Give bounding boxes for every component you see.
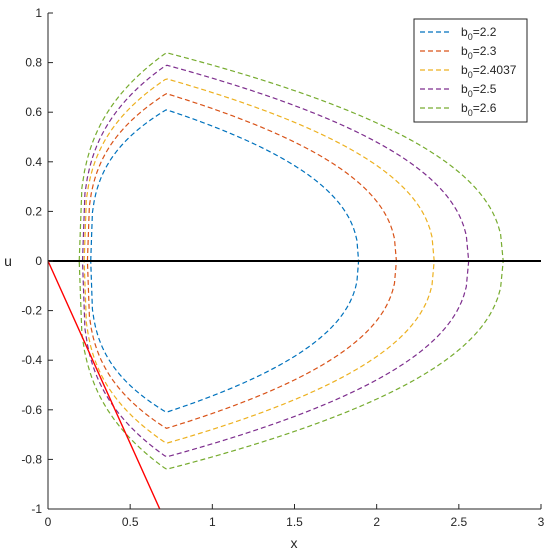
- x-tick-label: 0: [45, 515, 52, 529]
- y-tick-label: 0: [35, 254, 42, 268]
- x-tick-label: 2.5: [450, 515, 467, 529]
- legend-label: b0=2.2: [461, 25, 497, 42]
- y-tick-label: 1: [35, 6, 42, 20]
- x-axis-label: x: [291, 535, 298, 550]
- y-tick-label: 0.6: [25, 105, 42, 119]
- legend-item: b0=2.4037: [420, 63, 517, 80]
- y-tick-label: -0.4: [21, 353, 42, 367]
- x-tick-label: 3: [538, 515, 545, 529]
- y-axis-label: u: [4, 253, 12, 269]
- y-tick-label: -0.6: [21, 403, 42, 417]
- y-tick-label: -0.8: [21, 452, 42, 466]
- y-tick-label: 0.4: [25, 155, 42, 169]
- legend-label: b0=2.4037: [461, 63, 517, 80]
- x-tick-label: 2: [373, 515, 380, 529]
- legend-item: b0=2.2: [420, 25, 497, 42]
- legend-label: b0=2.5: [461, 82, 497, 99]
- legend: b0=2.2 b0=2.3 b0=2.4037 b0=2.5 b0=2.6: [413, 18, 528, 123]
- x-tick-label: 1: [209, 515, 216, 529]
- plot-area: [47, 52, 541, 510]
- x-tick-label: 1.5: [286, 515, 303, 529]
- legend-label: b0=2.6: [461, 101, 497, 118]
- legend-item: b0=2.5: [420, 82, 497, 99]
- legend-item: b0=2.3: [420, 44, 497, 61]
- legend-item: b0=2.6: [420, 101, 497, 118]
- axes: 0 0.5 1 1.5 2 2.5 3 1 0.8 0.6 0.4 0.2 0 -0.2 -0.4 -0.6 -…: [21, 6, 544, 529]
- y-tick-label: 0.8: [25, 56, 42, 70]
- y-tick-label: -0.2: [21, 304, 42, 318]
- legend-label: b0=2.3: [461, 44, 497, 61]
- red-line: [47, 260, 161, 510]
- x-tick-label: 0.5: [122, 515, 139, 529]
- y-tick-label: 0.2: [25, 204, 42, 218]
- y-tick-label: -1: [31, 502, 42, 516]
